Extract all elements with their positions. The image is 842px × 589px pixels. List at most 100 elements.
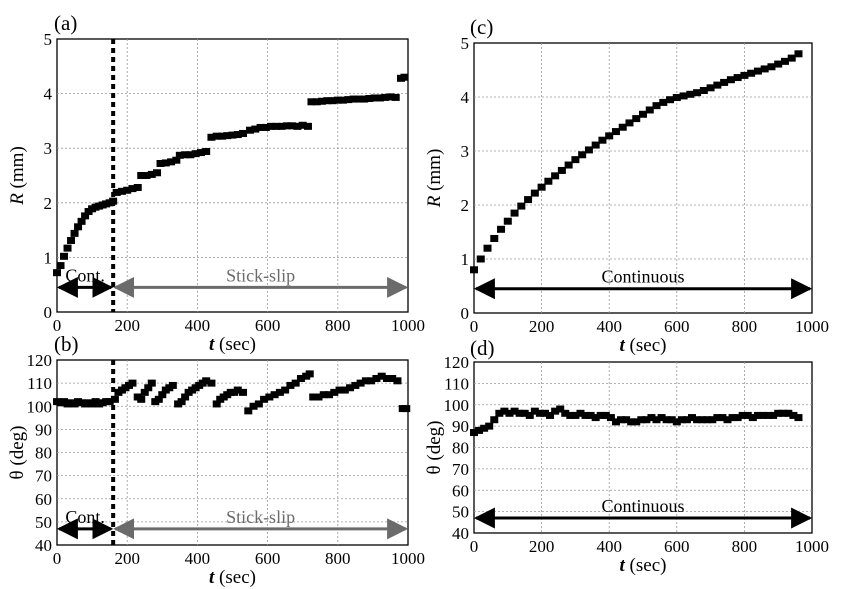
x-tick-label: 800	[732, 537, 758, 556]
data-point	[571, 156, 580, 164]
y-tick-label: 90	[35, 420, 52, 439]
data-point	[172, 156, 181, 164]
data-point	[758, 411, 767, 419]
data-point	[154, 395, 163, 403]
data-point	[370, 94, 379, 102]
data-point	[340, 386, 349, 394]
data-point	[196, 149, 205, 157]
data-point	[632, 115, 641, 123]
data-point	[774, 60, 783, 68]
panel-a: 0 200 400 600 800 1000 0 1 2 3 4 5 Cont. Stick-slip (a…	[7, 11, 425, 355]
y-axis-var: θ	[7, 470, 28, 479]
data-point	[325, 391, 334, 399]
data-point	[500, 407, 509, 415]
data-point	[530, 189, 539, 197]
data-point	[726, 76, 735, 84]
x-axis-var: t	[620, 335, 626, 356]
x-tick-label: 1000	[391, 316, 425, 335]
regime-label: Continuous	[601, 267, 684, 287]
x-axis-unit: (sec)	[625, 335, 667, 356]
data-point	[246, 126, 255, 134]
data-point	[753, 67, 762, 75]
data-point	[186, 151, 195, 159]
data-point	[733, 414, 742, 422]
data-point	[503, 217, 512, 225]
data-point	[679, 92, 688, 100]
data-point	[202, 377, 211, 385]
data-point	[346, 384, 355, 392]
y-axis-unit: (deg)	[7, 426, 28, 471]
data-point	[212, 400, 221, 408]
x-axis-unit: (sec)	[625, 555, 667, 576]
data-point	[153, 169, 162, 177]
y-axis-title: θ (deg)	[424, 421, 445, 475]
plot-area	[473, 42, 813, 314]
data-point	[551, 172, 560, 180]
x-tick-label: 400	[185, 316, 211, 335]
data-point	[662, 416, 671, 424]
data-point	[291, 379, 300, 387]
data-point	[56, 262, 65, 270]
data-point	[142, 172, 151, 179]
data-point	[743, 411, 752, 419]
data-point	[698, 416, 707, 424]
y-tick-label: 1	[44, 248, 53, 267]
data-point	[789, 411, 798, 419]
data-point	[63, 244, 72, 252]
data-series	[470, 50, 803, 274]
data-point	[275, 388, 284, 396]
y-axis-var: θ	[424, 465, 445, 474]
data-series	[470, 405, 803, 437]
data-point	[686, 90, 695, 98]
y-tick-label: 40	[452, 524, 469, 543]
data-point	[217, 132, 226, 140]
data-point	[672, 418, 681, 426]
data-point	[708, 416, 717, 424]
data-point	[480, 424, 489, 432]
data-point	[202, 147, 211, 155]
data-point	[596, 411, 605, 419]
data-point	[639, 110, 647, 118]
y-tick-label: 110	[27, 374, 52, 393]
y-tick-label: 3	[44, 139, 53, 158]
data-point	[375, 94, 384, 102]
data-point	[123, 186, 132, 194]
data-point	[625, 119, 634, 127]
data-point	[181, 393, 190, 401]
data-point	[769, 411, 778, 419]
data-point	[652, 102, 661, 110]
data-point	[330, 388, 339, 396]
data-point	[105, 398, 114, 406]
data-point	[767, 63, 776, 71]
data-point	[244, 407, 253, 415]
data-point	[556, 405, 565, 413]
panel-b: 0 200 400 600 800 1000 40 50 60 70 80 90 100 110 120 Co…	[7, 332, 425, 588]
data-point	[147, 170, 156, 178]
data-point	[495, 409, 504, 417]
data-point	[239, 388, 248, 396]
data-point	[561, 409, 570, 417]
x-axis-title: t (sec)	[620, 335, 667, 356]
data-point	[77, 217, 86, 225]
data-point	[505, 409, 514, 417]
data-point	[60, 252, 69, 260]
data-point	[277, 122, 286, 130]
y-tick-label: 120	[444, 353, 470, 372]
data-point	[525, 411, 534, 419]
y-axis-title: θ (deg)	[7, 426, 28, 480]
data-point	[251, 125, 260, 133]
data-point	[133, 184, 142, 192]
data-point	[476, 255, 485, 263]
data-point	[402, 405, 411, 413]
regime-label: Cont.	[65, 265, 105, 285]
data-point	[323, 97, 332, 105]
x-tick-label: 200	[529, 537, 555, 556]
data-point	[339, 96, 348, 104]
data-point	[207, 133, 216, 141]
data-point	[303, 122, 312, 130]
data-point	[249, 402, 258, 410]
y-axis-unit: (deg)	[424, 421, 445, 466]
y-tick-label: 80	[452, 439, 469, 458]
regime-label: Continuous	[601, 496, 684, 516]
